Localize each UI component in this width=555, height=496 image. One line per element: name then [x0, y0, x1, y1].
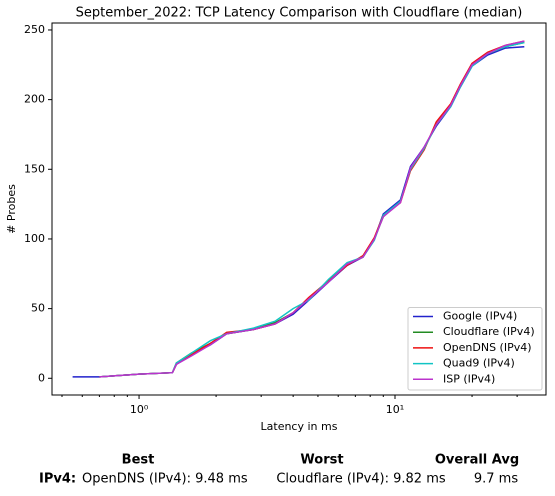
footer-header: Worst — [300, 453, 343, 468]
series-line — [99, 40, 525, 378]
x-axis-label: Latency in ms — [261, 420, 338, 433]
footer-avg: 9.7 ms — [474, 472, 518, 487]
footer-header: Overall Avg — [435, 453, 519, 468]
chart-title: September_2022: TCP Latency Comparison w… — [76, 6, 523, 21]
legend-label: Google (IPv4) — [443, 310, 517, 323]
legend-label: Cloudflare (IPv4) — [443, 325, 535, 338]
footer-header: Best — [122, 453, 155, 468]
y-axis-label: # Probes — [5, 184, 18, 234]
plot-frame — [51, 22, 547, 396]
legend-box — [407, 307, 543, 391]
y-tick-label: 200 — [24, 93, 45, 106]
y-tick-label: 150 — [24, 162, 45, 175]
y-tick-label: 250 — [24, 23, 45, 36]
legend-label: OpenDNS (IPv4) — [443, 341, 532, 354]
footer-row-label: IPv4: — [39, 472, 76, 487]
y-tick-label: 50 — [31, 302, 45, 315]
footer-worst: Cloudflare (IPv4): 9.82 ms — [276, 472, 446, 487]
x-tick-label: 10⁰ — [130, 403, 149, 416]
legend-label: Quad9 (IPv4) — [443, 357, 515, 370]
footer-best: OpenDNS (IPv4): 9.48 ms — [82, 472, 248, 487]
y-tick-label: 100 — [24, 232, 45, 245]
y-tick-label: 0 — [38, 371, 45, 384]
x-tick-label: 10¹ — [386, 403, 404, 416]
legend-label: ISP (IPv4) — [443, 372, 495, 385]
